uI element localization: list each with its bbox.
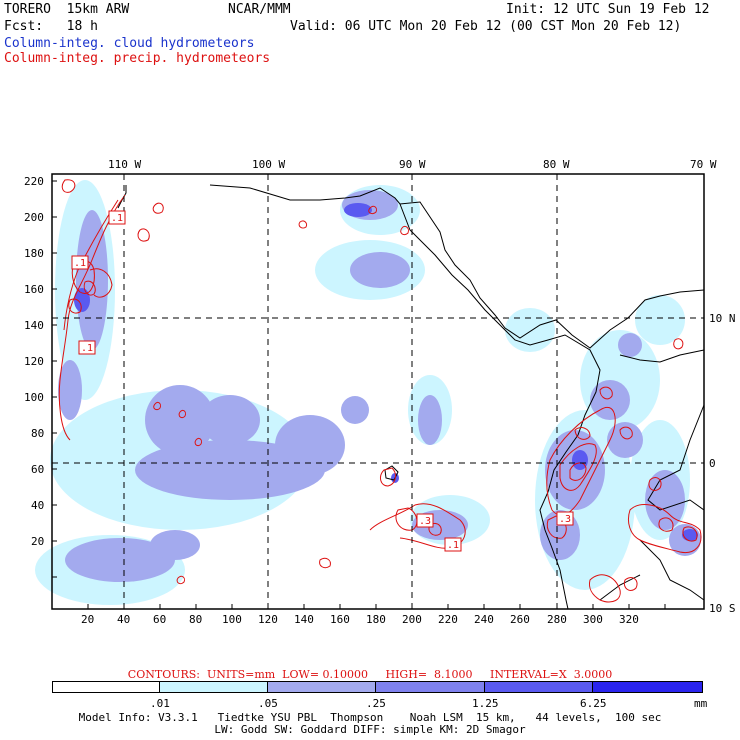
field-cloud-label: Column-integ. cloud hydrometeors (4, 36, 255, 51)
x-tick-label: 300 (583, 613, 603, 626)
model-info-line1: Model Info: V3.3.1 Tiedtke YSU PBL Thomp… (78, 711, 662, 724)
lon-label: 100 W (252, 158, 286, 171)
x-tick-label: 320 (619, 613, 639, 626)
lon-label: 90 W (399, 158, 426, 171)
x-tick-label: 160 (330, 613, 350, 626)
x-tick-label: 20 (81, 613, 95, 626)
lon-label: 70 W (690, 158, 717, 171)
x-tick-label: 60 (153, 613, 167, 626)
lat-label: 10 S (709, 602, 736, 615)
colorbar-unit: mm (694, 697, 708, 710)
precip-contours (58, 179, 702, 603)
x-tick-label: 280 (547, 613, 567, 626)
cloud-heavy-areas (74, 203, 698, 541)
center-name: NCAR/MMM (228, 2, 291, 17)
y-tick-label: 200 (24, 211, 44, 224)
contour-label-group: .1 .1 .1 .1 .3 .3 (71, 210, 574, 552)
x-tick-label: 220 (438, 613, 458, 626)
contour-label: .1 (74, 258, 86, 269)
contour-label: .1 (111, 213, 123, 224)
contour-label-box (444, 537, 462, 552)
colorbar-bin (267, 681, 376, 693)
y-tick-label: 100 (24, 391, 44, 404)
colorbar-bin (592, 681, 703, 693)
colorbar-bin (375, 681, 485, 693)
colorbar-label: 1.25 (472, 697, 499, 710)
lon-label: 80 W (543, 158, 570, 171)
field-precip-label: Column-integ. precip. hydrometeors (4, 51, 271, 66)
x-tick-label: 140 (294, 613, 314, 626)
x-tick-label: 40 (117, 613, 131, 626)
valid-time: Valid: 06 UTC Mon 20 Feb 12 (00 CST Mon … (290, 19, 682, 34)
model-title: TORERO 15km ARW (4, 2, 130, 17)
y-tick-label: 160 (24, 283, 44, 296)
colorbar-label: .25 (366, 697, 386, 710)
contour-label: .1 (81, 343, 93, 354)
contour-label-box (416, 513, 434, 528)
y-tick-label: 40 (31, 499, 45, 512)
y-tick-label: 80 (31, 427, 45, 440)
colorbar-label: .05 (258, 697, 278, 710)
y-tick-label: 60 (31, 463, 45, 476)
y-tick-label: 20 (31, 535, 45, 548)
colorbar-label: 6.25 (580, 697, 607, 710)
contour-info: CONTOURS: UNITS=mm LOW= 0.10000 HIGH= 8.… (127, 668, 613, 681)
lat-label: 0 (709, 457, 716, 470)
colorbar-bin (159, 681, 268, 693)
x-tick-label: 180 (366, 613, 386, 626)
x-tick-label: 80 (189, 613, 203, 626)
y-tick-label: 220 (24, 175, 44, 188)
colorbar-label: .01 (150, 697, 170, 710)
latlon-grid (52, 174, 704, 609)
y-tick-label: 120 (24, 355, 44, 368)
x-tick-label: 260 (510, 613, 530, 626)
contour-label: .1 (447, 540, 459, 551)
x-tick-label: 100 (222, 613, 242, 626)
contour-label: .3 (559, 514, 571, 525)
init-time: Init: 12 UTC Sun 19 Feb 12 (506, 2, 710, 17)
contour-label-box (556, 511, 574, 526)
y-tick-label: 180 (24, 247, 44, 260)
y-tick-label: 140 (24, 319, 44, 332)
x-tick-label: 200 (402, 613, 422, 626)
contour-label-box (78, 340, 96, 355)
map-frame (51, 173, 705, 610)
coastlines (117, 184, 705, 610)
axis-ticks (52, 180, 666, 609)
contour-label-box (71, 255, 89, 270)
x-tick-label: 240 (474, 613, 494, 626)
lon-label: 110 W (108, 158, 142, 171)
cloud-medium-areas (58, 190, 701, 582)
x-tick-label: 120 (258, 613, 278, 626)
colorbar-bin (484, 681, 593, 693)
model-info-line2: LW: Godd SW: Goddard DIFF: simple KM: 2D… (214, 723, 526, 736)
contour-label-box (108, 210, 126, 225)
forecast-hour: Fcst: 18 h (4, 19, 98, 34)
colorbar-bin (52, 681, 160, 693)
lat-label: 10 N (709, 312, 736, 325)
contour-label: .3 (419, 516, 431, 527)
